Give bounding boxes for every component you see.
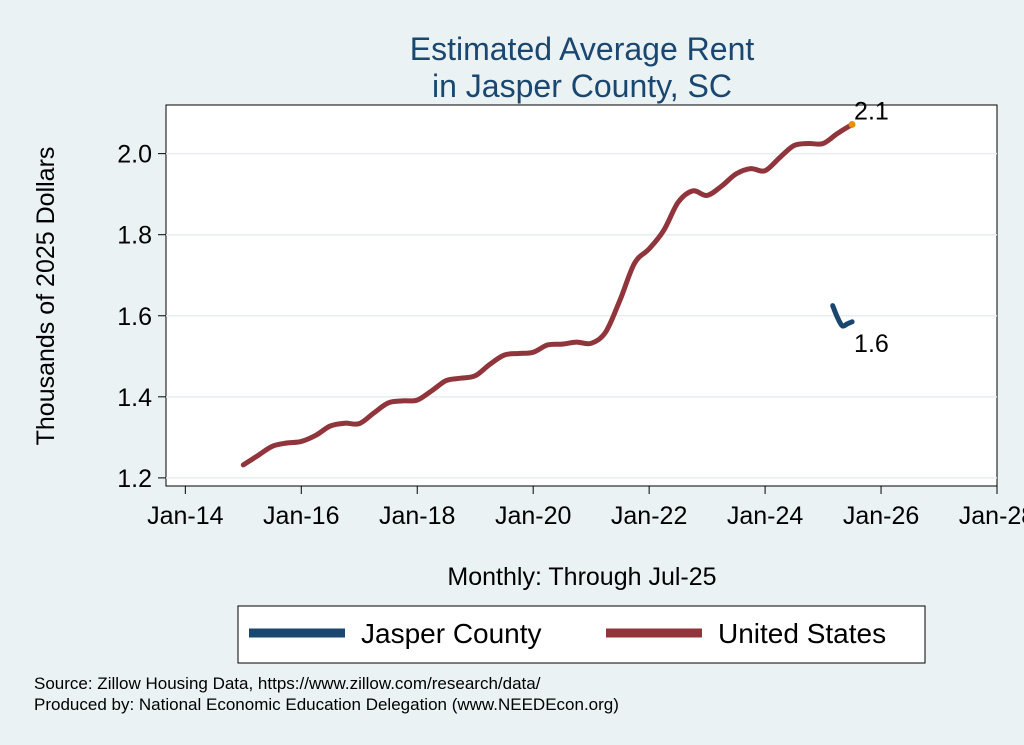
series-line-united-states [240, 122, 855, 468]
x-axis: Jan-14 Jan-16 Jan-18 Jan-20 Jan-22 Jan-24 Jan-… [147, 486, 1024, 530]
legend-label-united-states: United States [718, 618, 886, 649]
x-axis-title: Monthly: Through Jul-25 [447, 563, 716, 591]
x-tick-label: Jan-26 [843, 502, 919, 530]
end-label-united-states: 2.1 [854, 97, 889, 125]
y-tick-label: 1.8 [117, 222, 152, 250]
x-tick-label: Jan-22 [611, 502, 687, 530]
x-tick-label: Jan-28 [959, 502, 1024, 530]
y-tick-label: 2.0 [117, 141, 152, 169]
end-labels: 1.6 2.1 [848, 97, 889, 358]
source-note: Source: Zillow Housing Data, https://www… [34, 674, 541, 693]
chart-title-line-1: Estimated Average Rent [410, 31, 755, 67]
chart-title-line-2: in Jasper County, SC [432, 68, 732, 104]
legend: Jasper County United States [249, 618, 886, 649]
y-tick-label: 1.4 [117, 384, 152, 412]
end-label-jasper-county: 1.6 [854, 330, 889, 358]
y-tick-label: 1.2 [117, 465, 152, 493]
y-tick-label: 1.6 [117, 303, 152, 331]
series-line-jasper-county [830, 303, 855, 329]
producer-note: Produced by: National Economic Education… [34, 695, 619, 714]
x-tick-label: Jan-14 [147, 502, 224, 530]
legend-label-jasper-county: Jasper County [361, 618, 542, 649]
x-tick-label: Jan-18 [379, 502, 455, 530]
x-tick-label: Jan-20 [495, 502, 571, 530]
series-lines [240, 122, 855, 468]
y-axis-title: Thousands of 2025 Dollars [32, 147, 60, 446]
legend-box [237, 605, 926, 664]
x-tick-label: Jan-24 [727, 502, 804, 530]
plot-area [165, 104, 998, 487]
x-tick-label: Jan-16 [263, 502, 339, 530]
y-axis: 1.2 1.4 1.6 1.8 2.0 [117, 141, 166, 493]
end-marker-united-states [848, 120, 856, 128]
gridlines [166, 152, 997, 479]
